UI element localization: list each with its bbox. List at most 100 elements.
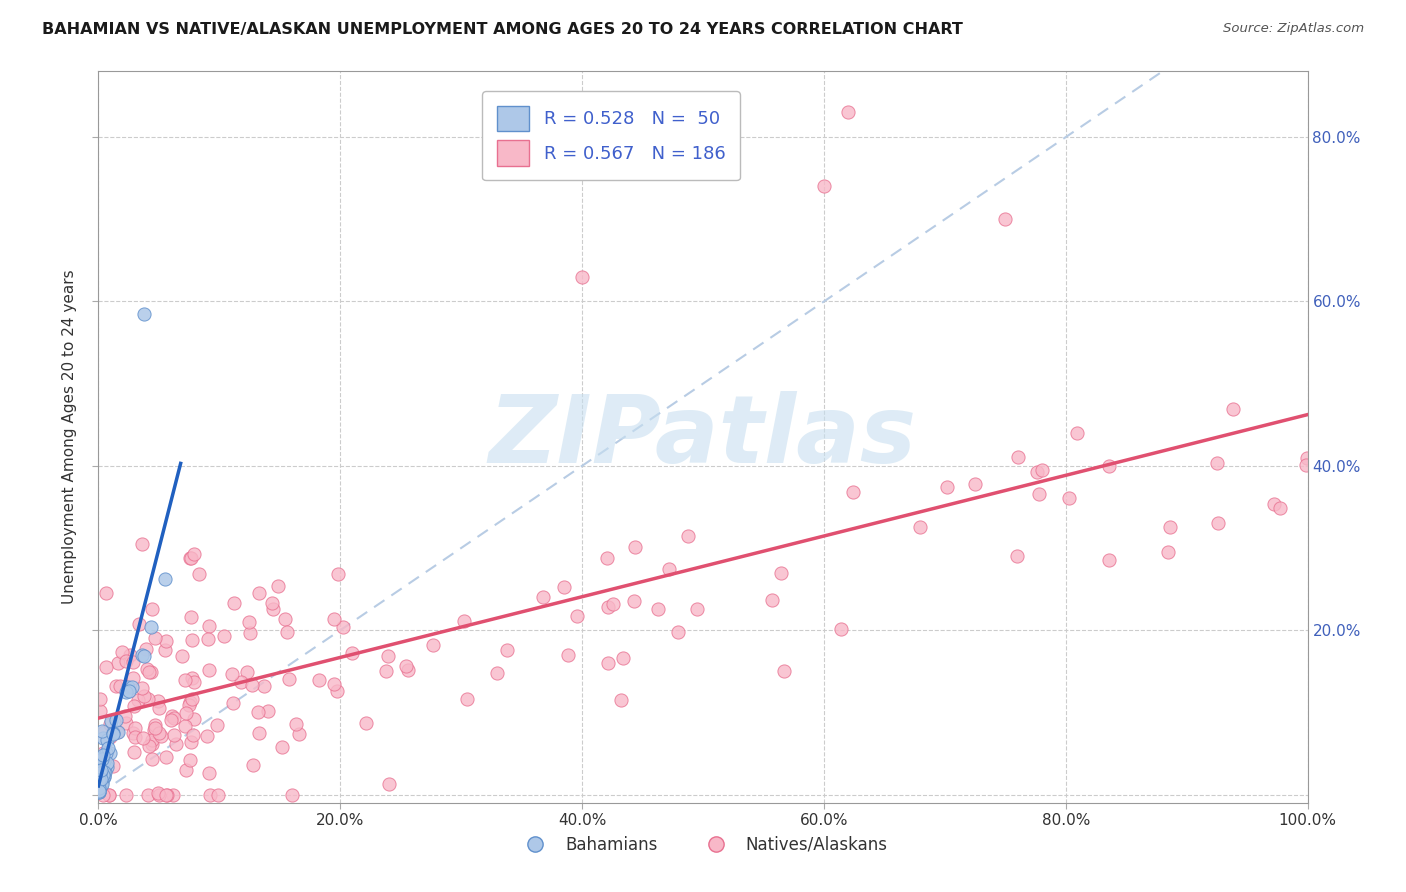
Natives/Alaskans [596, 550, 619, 565]
Bahamians [89, 778, 111, 792]
Natives/Alaskans [107, 656, 129, 670]
Natives/Alaskans [602, 598, 624, 612]
Natives/Alaskans [97, 788, 120, 802]
Bahamians [155, 572, 177, 586]
Bahamians [101, 726, 124, 740]
Natives/Alaskans [596, 656, 619, 670]
Natives/Alaskans [141, 601, 163, 615]
Natives/Alaskans [830, 622, 852, 636]
Natives/Alaskans [246, 706, 269, 720]
Natives/Alaskans [1028, 487, 1050, 501]
Natives/Alaskans [187, 567, 209, 582]
Natives/Alaskans [174, 706, 197, 720]
Natives/Alaskans [276, 625, 298, 640]
Natives/Alaskans [1066, 425, 1088, 440]
Bahamians [89, 772, 111, 786]
Bahamians [93, 769, 115, 783]
Bahamians [131, 648, 153, 662]
Natives/Alaskans [685, 602, 707, 616]
Natives/Alaskans [239, 626, 262, 640]
Natives/Alaskans [598, 599, 620, 614]
Bahamians [121, 680, 143, 694]
Natives/Alaskans [131, 681, 153, 695]
Natives/Alaskans [94, 586, 117, 600]
Natives/Alaskans [121, 655, 143, 669]
Text: ZIPatlas: ZIPatlas [489, 391, 917, 483]
Natives/Alaskans [180, 735, 202, 749]
Natives/Alaskans [395, 658, 418, 673]
Natives/Alaskans [155, 788, 177, 802]
Bahamians [93, 755, 115, 769]
Natives/Alaskans [118, 648, 141, 663]
Bahamians [91, 731, 114, 745]
Natives/Alaskans [658, 562, 681, 576]
Natives/Alaskans [114, 654, 136, 668]
Natives/Alaskans [105, 725, 128, 739]
Natives/Alaskans [91, 746, 114, 760]
Y-axis label: Unemployment Among Ages 20 to 24 years: Unemployment Among Ages 20 to 24 years [62, 269, 77, 605]
Bahamians [87, 785, 110, 799]
Natives/Alaskans [249, 725, 271, 739]
Bahamians [97, 741, 120, 756]
Natives/Alaskans [115, 716, 138, 731]
Natives/Alaskans [240, 678, 263, 692]
Bahamians [107, 725, 129, 739]
Natives/Alaskans [177, 698, 200, 713]
Natives/Alaskans [181, 633, 204, 648]
Bahamians [89, 772, 111, 787]
Natives/Alaskans [114, 708, 136, 723]
Natives/Alaskans [89, 704, 111, 718]
Natives/Alaskans [647, 602, 669, 616]
Natives/Alaskans [115, 788, 138, 802]
Natives/Alaskans [553, 580, 575, 594]
Natives/Alaskans [770, 566, 793, 581]
Natives/Alaskans [143, 721, 166, 735]
Natives/Alaskans [624, 540, 647, 554]
Natives/Alaskans [94, 659, 117, 673]
Natives/Alaskans [148, 788, 170, 802]
Natives/Alaskans [273, 612, 295, 626]
Natives/Alaskans [253, 679, 276, 693]
Bahamians [96, 756, 118, 770]
Natives/Alaskans [141, 737, 163, 751]
Natives/Alaskans [1059, 491, 1081, 505]
Natives/Alaskans [180, 610, 202, 624]
Natives/Alaskans [155, 788, 177, 802]
Natives/Alaskans [181, 728, 204, 742]
Natives/Alaskans [623, 594, 645, 608]
Natives/Alaskans [174, 764, 197, 778]
Natives/Alaskans [104, 679, 127, 693]
Natives/Alaskans [148, 726, 170, 740]
Natives/Alaskans [131, 536, 153, 550]
Bahamians [90, 777, 112, 791]
Natives/Alaskans [326, 567, 349, 582]
Natives/Alaskans [271, 739, 294, 754]
Natives/Alaskans [676, 529, 699, 543]
Natives/Alaskans [197, 663, 219, 677]
Bahamians [104, 713, 127, 727]
Natives/Alaskans [111, 645, 134, 659]
Natives/Alaskans [666, 625, 689, 640]
Bahamians [91, 752, 114, 766]
Bahamians [90, 775, 112, 789]
Natives/Alaskans [1098, 458, 1121, 473]
Natives/Alaskans [148, 694, 170, 708]
Natives/Alaskans [195, 729, 218, 743]
Natives/Alaskans [222, 596, 245, 610]
Bahamians [87, 780, 110, 795]
Natives/Alaskans [132, 731, 155, 746]
Natives/Alaskans [422, 639, 444, 653]
Bahamians [89, 780, 111, 795]
Natives/Alaskans [143, 631, 166, 645]
Natives/Alaskans [183, 547, 205, 561]
Bahamians [94, 765, 117, 780]
Bahamians [115, 684, 138, 698]
Bahamians [90, 723, 112, 738]
Natives/Alaskans [256, 704, 278, 718]
Natives/Alaskans [93, 725, 115, 739]
Natives/Alaskans [127, 693, 149, 707]
Natives/Alaskans [1296, 450, 1319, 465]
Natives/Alaskans [179, 695, 201, 709]
Natives/Alaskans [377, 648, 399, 663]
Natives/Alaskans [456, 692, 478, 706]
